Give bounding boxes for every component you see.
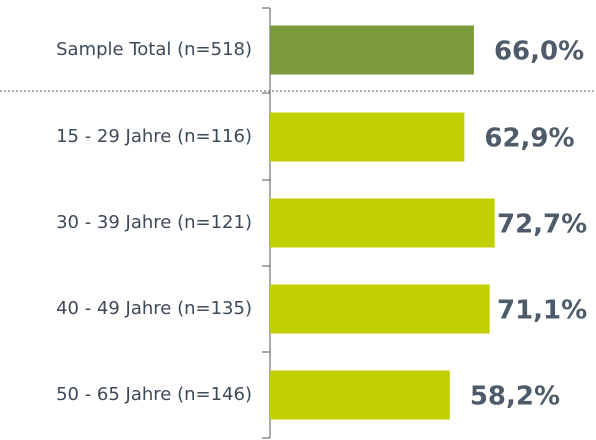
bar [270,25,474,75]
value-label: 66,0% [494,37,584,67]
category-label: 30 - 39 Jahre (n=121) [56,212,252,233]
value-label: 62,9% [484,124,574,154]
bar [270,284,490,334]
value-label: 72,7% [497,210,587,240]
category-label: 50 - 65 Jahre (n=146) [56,384,252,405]
value-label: 71,1% [497,296,587,326]
bar [270,112,465,162]
value-label: 58,2% [470,382,560,412]
category-label: 40 - 49 Jahre (n=135) [56,298,252,319]
bar [270,198,495,248]
category-label: Sample Total (n=518) [56,39,252,60]
category-label: 15 - 29 Jahre (n=116) [56,126,252,147]
bar [270,370,450,420]
